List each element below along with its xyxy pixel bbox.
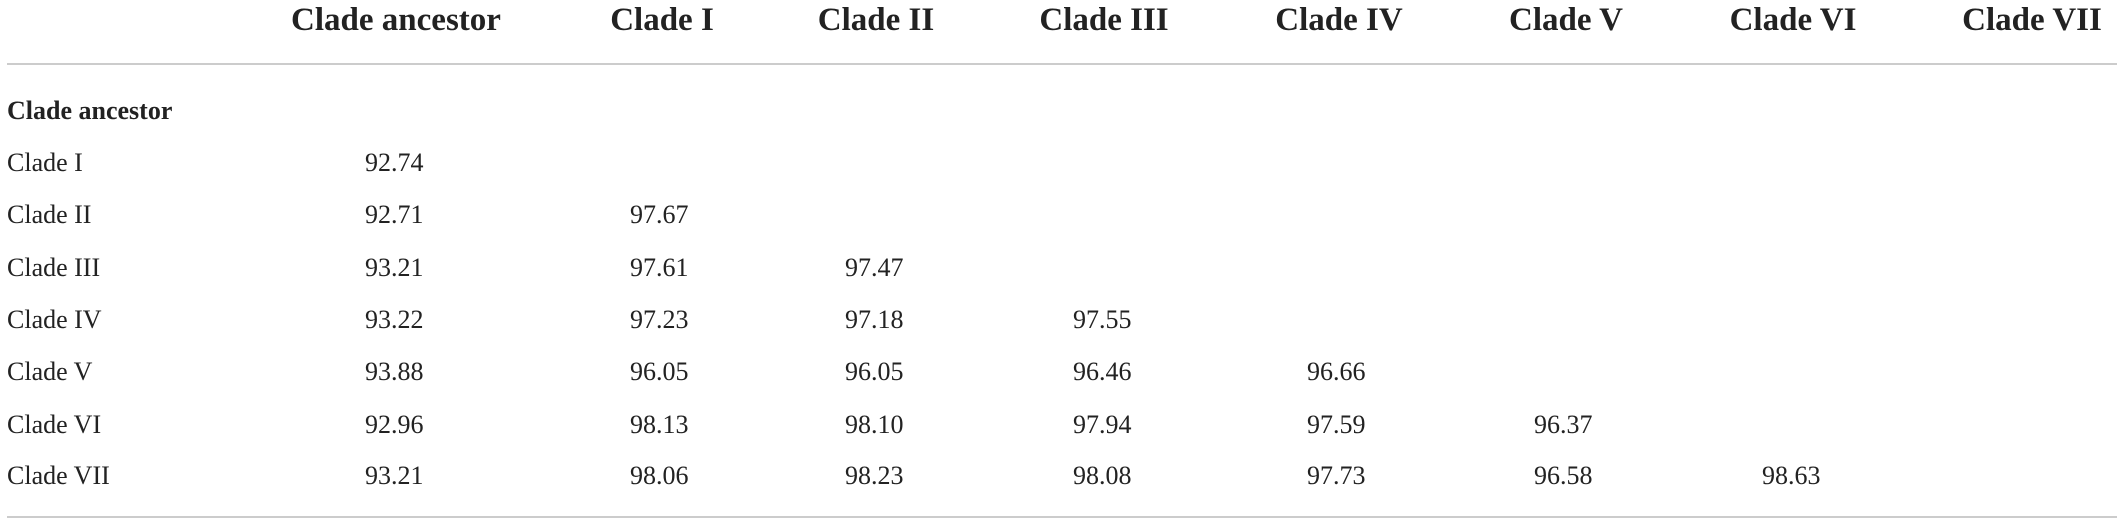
- table-cell: 96.05: [845, 357, 904, 386]
- table-cell: 93.22: [365, 305, 424, 334]
- table-cell: 96.66: [1307, 357, 1366, 386]
- table-cell: 98.06: [630, 461, 689, 490]
- row-label: Clade VII: [7, 461, 110, 490]
- table-cell: 93.21: [365, 461, 424, 490]
- table-cell: 98.10: [845, 410, 904, 439]
- table-cell: 97.94: [1073, 410, 1132, 439]
- row-label: Clade ancestor: [7, 96, 173, 125]
- column-header: Clade III: [1039, 2, 1169, 38]
- bottom-rule: [7, 516, 2117, 518]
- table-cell: 98.08: [1073, 461, 1132, 490]
- table-cell: 92.96: [365, 410, 424, 439]
- table-cell: 97.59: [1307, 410, 1366, 439]
- column-header: Clade VII: [1962, 2, 2102, 38]
- table-cell: 92.74: [365, 148, 424, 177]
- table-cell: 97.47: [845, 253, 904, 282]
- table-cell: 96.58: [1534, 461, 1593, 490]
- row-label: Clade VI: [7, 410, 102, 439]
- table-cell: 98.63: [1762, 461, 1821, 490]
- header-rule: [7, 63, 2117, 65]
- row-label: Clade II: [7, 200, 92, 229]
- row-label: Clade V: [7, 357, 93, 386]
- table-cell: 98.13: [630, 410, 689, 439]
- table-cell: 97.73: [1307, 461, 1366, 490]
- table-cell: 97.55: [1073, 305, 1132, 334]
- row-label: Clade IV: [7, 305, 102, 334]
- column-header: Clade I: [610, 2, 714, 38]
- table-cell: 97.18: [845, 305, 904, 334]
- table-cell: 97.67: [630, 200, 689, 229]
- table-cell: 96.37: [1534, 410, 1593, 439]
- table-cell: 97.23: [630, 305, 689, 334]
- column-header: Clade VI: [1729, 2, 1857, 38]
- column-header: Clade II: [817, 2, 935, 38]
- row-label: Clade III: [7, 253, 101, 282]
- table-cell: 98.23: [845, 461, 904, 490]
- column-header: Clade IV: [1275, 2, 1403, 38]
- column-header: Clade V: [1509, 2, 1623, 38]
- column-header: Clade ancestor: [291, 2, 501, 38]
- row-label: Clade I: [7, 148, 83, 177]
- table-cell: 97.61: [630, 253, 689, 282]
- table-cell: 93.88: [365, 357, 424, 386]
- table-cell: 92.71: [365, 200, 424, 229]
- table-cell: 96.05: [630, 357, 689, 386]
- table-cell: 93.21: [365, 253, 424, 282]
- table-cell: 96.46: [1073, 357, 1132, 386]
